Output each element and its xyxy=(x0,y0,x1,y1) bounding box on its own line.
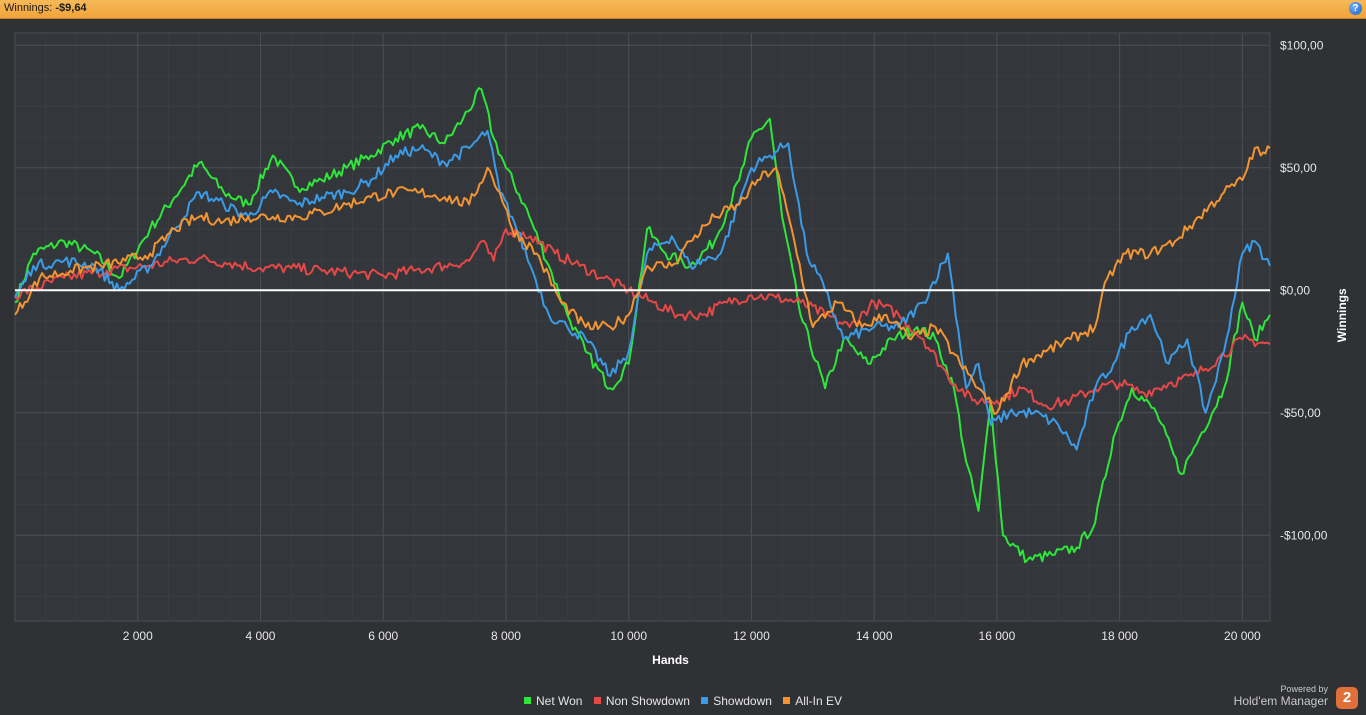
winnings-value: -$9,64 xyxy=(55,2,87,14)
branding: Powered by Hold'em Manager xyxy=(1234,684,1328,708)
powered-by-text: Powered by xyxy=(1280,684,1328,694)
x-tick-label: 6 000 xyxy=(368,629,398,643)
winnings-chart: 2 000 4 000 6 000 8 000 10 000 12 000 14 000 16… xyxy=(14,32,1349,667)
hm2-logo-icon: 2 xyxy=(1336,687,1358,709)
y-tick-label: -$50,00 xyxy=(1280,406,1321,420)
x-tick-label: 8 000 xyxy=(491,629,521,643)
legend-label: Showdown xyxy=(713,694,772,708)
legend-label: Non Showdown xyxy=(605,694,690,708)
y-tick-label: $100,00 xyxy=(1280,38,1324,52)
legend-label: All-In EV xyxy=(795,694,842,708)
series-line-non-showdown xyxy=(14,227,1271,411)
legend-swatch xyxy=(524,697,532,704)
help-icon[interactable]: ? xyxy=(1349,2,1362,15)
series-line-all-in-ev xyxy=(14,145,1271,415)
legend-swatch xyxy=(701,697,709,704)
series-line-showdown xyxy=(14,130,1271,451)
y-axis-title: Winnings xyxy=(1335,288,1349,342)
x-tick-label: 4 000 xyxy=(245,629,275,643)
x-tick-label: 2 000 xyxy=(123,629,153,643)
legend-item-all-in-ev[interactable]: All-In EV xyxy=(783,694,842,708)
winnings-label: Winnings: xyxy=(4,2,53,14)
legend-label: Net Won xyxy=(536,694,583,708)
x-tick-label: 20 000 xyxy=(1224,629,1261,643)
x-axis-title: Hands xyxy=(652,653,689,667)
x-tick-label: 16 000 xyxy=(979,629,1016,643)
legend-swatch xyxy=(783,697,791,704)
chart-legend: Net Won Non Showdown Showdown All-In EV xyxy=(0,694,1366,708)
product-name: Hold'em Manager xyxy=(1233,694,1328,708)
x-tick-label: 12 000 xyxy=(733,629,770,643)
y-tick-label: $0,00 xyxy=(1280,283,1310,297)
winnings-bar: Winnings: -$9,64 ? xyxy=(0,0,1366,19)
series-line-net-won xyxy=(14,87,1271,564)
y-tick-label: $50,00 xyxy=(1280,161,1317,175)
x-tick-label: 18 000 xyxy=(1101,629,1138,643)
y-tick-label: -$100,00 xyxy=(1280,528,1328,542)
x-tick-label: 14 000 xyxy=(856,629,893,643)
legend-item-net-won[interactable]: Net Won xyxy=(524,694,582,708)
plot-area xyxy=(14,32,1271,622)
winnings-summary: Winnings: -$9,64 xyxy=(4,2,87,14)
legend-swatch xyxy=(593,697,601,704)
legend-item-showdown[interactable]: Showdown xyxy=(701,694,772,708)
legend-item-non-showdown[interactable]: Non Showdown xyxy=(593,694,690,708)
x-tick-label: 10 000 xyxy=(610,629,647,643)
